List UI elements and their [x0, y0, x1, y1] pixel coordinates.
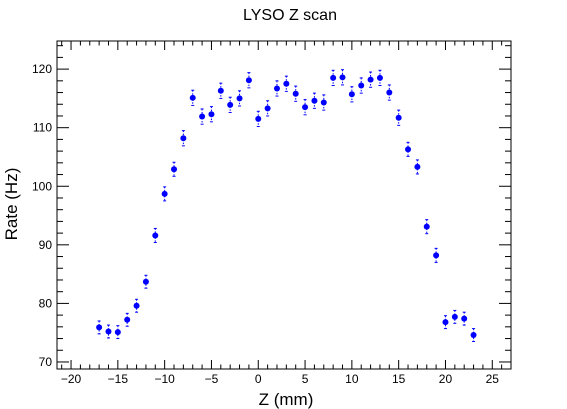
x-tick-label: 0	[255, 372, 262, 386]
data-point	[302, 104, 309, 111]
data-point	[264, 105, 271, 112]
data-point	[96, 324, 103, 331]
data-point	[348, 91, 355, 98]
data-point	[461, 315, 468, 322]
x-tick-label: −20	[61, 372, 82, 386]
data-point	[105, 328, 112, 335]
x-tick-label: 20	[439, 372, 453, 386]
y-tick-label: 120	[32, 62, 52, 76]
data-point	[414, 163, 421, 170]
data-point	[283, 80, 290, 87]
data-point	[142, 278, 149, 285]
y-tick-label: 90	[39, 238, 53, 252]
data-point	[376, 74, 383, 81]
data-point	[311, 97, 318, 104]
x-tick-label: 5	[302, 372, 309, 386]
y-tick-label: 110	[33, 121, 52, 135]
x-axis-label: Z (mm)	[259, 390, 314, 409]
x-tick-label: −15	[108, 372, 129, 386]
plot-frame	[56, 40, 512, 370]
data-point	[339, 74, 346, 81]
data-point	[161, 190, 168, 197]
data-point	[405, 146, 412, 153]
data-point	[124, 316, 131, 323]
data-point	[180, 135, 187, 142]
data-point	[227, 101, 234, 108]
x-tick-label: 25	[486, 372, 500, 386]
data-point	[255, 115, 262, 122]
plot-area: −20 −15 −10 −5 0 5 10 15 20 25 70 80 90 100 110 120	[32, 40, 512, 386]
y-tick-label: 100	[32, 179, 52, 193]
data-point	[433, 252, 440, 259]
data-point	[273, 85, 280, 92]
x-tick-label: −5	[205, 372, 219, 386]
data-point	[152, 232, 159, 239]
data-point	[442, 319, 449, 326]
y-axis-label: Rate (Hz)	[2, 168, 21, 241]
data-point	[171, 166, 178, 173]
x-tick-label: 10	[345, 372, 359, 386]
data-point	[114, 329, 121, 336]
data-point	[320, 99, 327, 106]
data-point	[395, 114, 402, 121]
x-tick-label: 15	[392, 372, 406, 386]
data-point	[217, 87, 224, 94]
data-point	[386, 89, 393, 96]
data-point	[423, 223, 430, 230]
data-point	[358, 82, 365, 89]
data-point	[236, 95, 243, 102]
data-point	[133, 302, 140, 309]
data-point	[470, 332, 477, 339]
x-tick-label: −10	[154, 372, 175, 386]
data-point	[208, 111, 215, 118]
data-point	[451, 313, 458, 320]
y-tick-label: 80	[39, 296, 53, 310]
data-point	[245, 77, 252, 84]
data-point	[330, 74, 337, 81]
chart-title: LYSO Z scan	[243, 7, 337, 24]
y-tick-label: 70	[39, 355, 53, 369]
data-point	[292, 90, 299, 97]
data-point	[367, 76, 374, 83]
data-point	[199, 113, 206, 120]
data-point	[189, 94, 196, 101]
